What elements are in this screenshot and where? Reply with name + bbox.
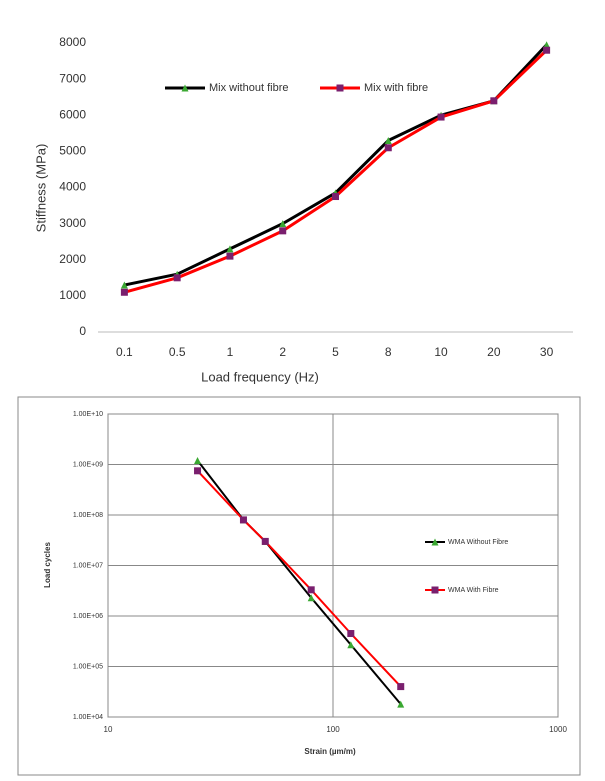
y-tick-label: 0 <box>79 324 86 338</box>
y-tick-label: 2000 <box>59 252 86 266</box>
point-marker <box>384 144 392 152</box>
y-axis-title: Stiffness (MPa) <box>33 144 48 233</box>
point-marker <box>194 457 202 465</box>
x-tick-label: 30 <box>540 345 554 359</box>
point-marker <box>261 537 269 545</box>
y-tick-label: 8000 <box>59 35 86 49</box>
x-axis-title: Strain (µm/m) <box>304 747 356 756</box>
series-line <box>124 43 548 287</box>
point-marker <box>543 41 551 49</box>
x-tick-label: 8 <box>385 345 392 359</box>
x-tick-label: 100 <box>326 725 340 734</box>
legend-label: Mix without fibre <box>209 82 288 94</box>
point-marker <box>397 683 405 691</box>
point-marker <box>226 245 234 253</box>
y-tick-label: 6000 <box>59 107 86 121</box>
y-tick-label: 1.00E+06 <box>73 613 103 620</box>
x-axis-title: Load frequency (Hz) <box>201 369 319 384</box>
y-tick-label: 1.00E+10 <box>73 411 103 418</box>
point-marker <box>120 281 128 289</box>
x-tick-label: 0.5 <box>169 345 186 359</box>
point-marker <box>347 630 355 638</box>
point-marker <box>490 97 498 105</box>
point-marker <box>307 594 315 602</box>
x-tick-label: 10 <box>104 725 113 734</box>
legend-label: WMA With Fibre <box>448 587 499 594</box>
point-marker <box>437 113 445 121</box>
x-tick-label: 0.1 <box>116 345 133 359</box>
y-tick-label: 1.00E+08 <box>73 512 103 519</box>
y-tick-label: 5000 <box>59 144 86 158</box>
x-tick-label: 5 <box>332 345 339 359</box>
point-marker <box>173 274 181 282</box>
y-tick-label: 1.00E+05 <box>73 663 103 670</box>
point-marker <box>307 586 315 594</box>
x-tick-label: 10 <box>434 345 448 359</box>
y-tick-label: 1.00E+09 <box>73 461 103 468</box>
legend-label: WMA Without Fibre <box>448 539 508 546</box>
point-marker <box>226 252 234 260</box>
y-tick-label: 3000 <box>59 216 86 230</box>
y-tick-label: 1.00E+07 <box>73 562 103 569</box>
point-marker <box>543 46 551 54</box>
y-tick-label: 4000 <box>59 180 86 194</box>
series-line <box>196 459 402 705</box>
chart-frame <box>17 396 581 776</box>
point-marker <box>194 467 202 475</box>
point-marker <box>181 84 189 92</box>
y-tick-label: 1.00E+04 <box>73 714 103 721</box>
y-axis-title: Load cycles <box>43 542 52 588</box>
point-marker <box>332 193 339 201</box>
x-tick-label: 1000 <box>549 725 567 734</box>
x-tick-label: 20 <box>487 345 501 359</box>
series-line <box>196 470 402 688</box>
point-marker <box>431 586 439 594</box>
point-marker <box>120 288 128 296</box>
point-marker <box>397 700 405 708</box>
y-tick-label: 7000 <box>59 71 86 85</box>
point-marker <box>279 227 287 235</box>
point-marker <box>431 538 439 546</box>
legend-label: Mix with fibre <box>364 82 428 94</box>
point-marker <box>279 220 287 228</box>
point-marker <box>336 84 344 92</box>
y-tick-label: 1000 <box>59 288 86 302</box>
x-tick-label: 1 <box>227 345 234 359</box>
point-marker <box>239 516 247 524</box>
x-tick-label: 2 <box>279 345 286 359</box>
point-marker <box>347 641 355 649</box>
point-marker <box>384 137 392 145</box>
